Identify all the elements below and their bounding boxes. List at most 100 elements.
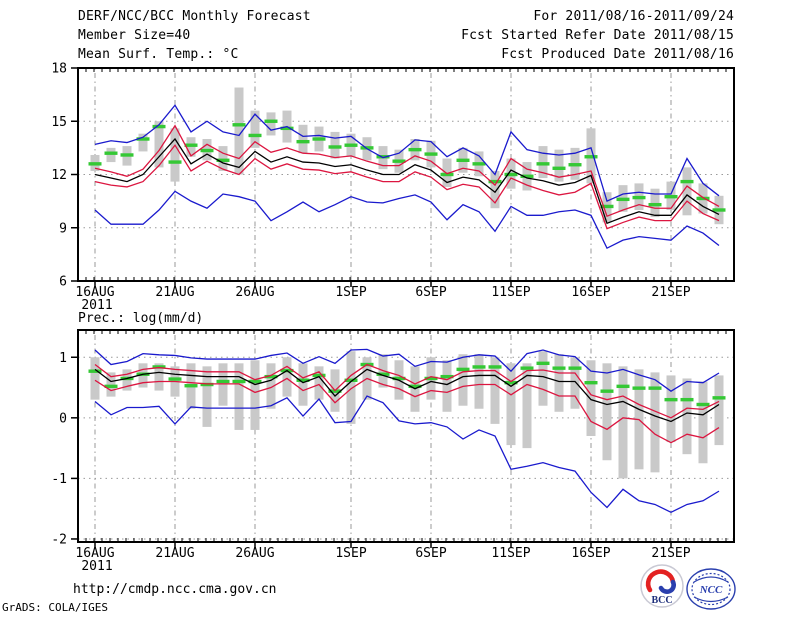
y-tick-label: 15	[51, 115, 67, 130]
observation-dash	[104, 384, 118, 389]
x-tick-label: 16AUG	[75, 546, 114, 561]
observation-dash	[568, 163, 582, 167]
observation-dash	[280, 126, 294, 131]
forecast-range-label: For 2011/08/16-2011/09/24	[533, 9, 734, 24]
member-size-label: Member Size=40	[78, 28, 191, 43]
spread-bar	[474, 354, 484, 409]
observation-dash	[680, 397, 694, 402]
observation-dash	[232, 379, 246, 384]
ncc-logo-outline	[686, 568, 736, 610]
x-tick-sublabel: 2011	[81, 559, 112, 574]
x-tick-label: 16AUG	[75, 285, 114, 300]
ensemble-max-line	[94, 104, 720, 203]
produced-date-label: Fcst Produced Date 2011/08/16	[501, 47, 734, 62]
spread-bar	[330, 131, 340, 159]
spread-bar	[586, 360, 596, 436]
y-tick-label: 12	[51, 168, 67, 183]
y-tick-label: 9	[59, 221, 67, 236]
spread-bar	[106, 372, 116, 397]
observation-dash	[472, 365, 486, 369]
source-url: http://cmdp.ncc.cma.gov.cn	[73, 582, 277, 597]
bcc-logo-label: BCC	[651, 595, 672, 606]
observation-dash	[504, 172, 518, 177]
x-tick-sublabel: 2011	[81, 298, 112, 313]
spread-bar	[682, 378, 692, 455]
observation-dash	[296, 139, 310, 144]
spread-bar	[154, 121, 164, 168]
observation-dash	[104, 151, 118, 155]
spread-bar	[234, 87, 244, 175]
spread-bar	[490, 357, 500, 424]
x-tick-label: 21AUG	[155, 285, 194, 300]
observation-dash	[360, 146, 374, 150]
ncc-logo-wreath	[691, 572, 731, 606]
spread-bar	[186, 137, 196, 157]
observation-dash	[376, 155, 390, 159]
x-tick-label: 16SEP	[571, 285, 610, 300]
spread-bar	[250, 110, 260, 148]
observation-dash	[264, 374, 278, 379]
observation-dash	[216, 158, 230, 162]
bcc-logo-blue-swirl	[658, 579, 676, 594]
observation-dash	[456, 367, 470, 372]
observation-dash	[184, 143, 198, 147]
observation-dash	[296, 378, 310, 382]
observation-dash	[440, 172, 454, 177]
observation-dash	[584, 380, 598, 385]
observation-dash	[568, 366, 582, 370]
observation-dash	[712, 208, 726, 212]
observation-dash	[440, 374, 454, 379]
observation-dash	[648, 202, 662, 207]
spread-bar	[442, 158, 452, 187]
x-tick-label: 26AUG	[235, 285, 274, 300]
observation-dash	[520, 174, 534, 178]
spread-bar	[650, 188, 660, 218]
observation-dash	[408, 384, 422, 389]
observation-dash	[616, 384, 630, 389]
observation-dash	[664, 194, 678, 199]
observation-dash	[520, 366, 534, 370]
spread-bar	[298, 124, 308, 154]
observation-dash	[504, 380, 518, 385]
spread-bar	[522, 363, 532, 449]
x-tick-label: 21SEP	[651, 546, 690, 561]
observation-dash	[248, 133, 262, 138]
spread-bar	[138, 133, 148, 152]
observation-dash	[488, 365, 502, 369]
refer-date-label: Fcst Started Refer Date 2011/08/15	[461, 28, 734, 43]
observation-dash	[376, 372, 390, 376]
observation-dash	[632, 195, 646, 200]
observation-dash	[232, 123, 246, 127]
y-tick-label: 1	[59, 351, 67, 366]
y-tick-label: 6	[59, 275, 67, 290]
observation-dash	[488, 179, 502, 184]
observation-dashes	[88, 119, 726, 212]
observation-dash	[680, 179, 694, 184]
spread-bar	[554, 149, 564, 182]
spread-bar	[506, 363, 516, 446]
observation-dash	[152, 124, 166, 129]
minor-ticks	[85, 69, 727, 280]
observation-dash	[344, 143, 358, 147]
x-tick-label: 1SEP	[335, 546, 366, 561]
observation-dash	[648, 386, 662, 390]
upper-spread-line	[94, 363, 720, 419]
observation-dash	[600, 204, 614, 209]
observation-dash	[344, 378, 358, 382]
spread-bar	[266, 112, 276, 136]
x-tick-label: 21AUG	[155, 546, 194, 561]
observation-dash	[600, 389, 614, 393]
ncc-logo: NCC	[686, 568, 736, 610]
observation-dash	[248, 379, 262, 384]
spread-bar	[314, 366, 324, 400]
spread-bar	[538, 351, 548, 406]
gridlines	[78, 68, 734, 281]
lower-spread-line	[94, 144, 720, 230]
spread-bar	[554, 354, 564, 412]
observation-dash	[88, 369, 102, 373]
chart1-title: Mean Surf. Temp.: °C	[78, 47, 239, 62]
lower-spread-line	[94, 377, 720, 444]
observation-dash	[168, 160, 182, 164]
ensemble-mean-line	[94, 368, 720, 423]
